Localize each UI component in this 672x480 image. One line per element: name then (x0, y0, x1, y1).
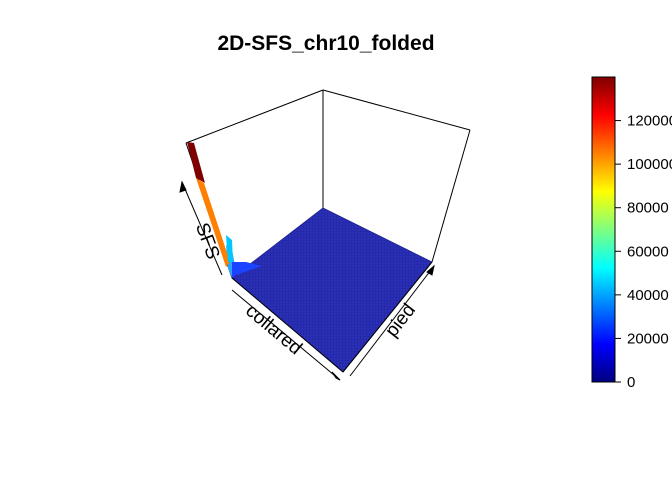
surface-spike-dark (187, 142, 205, 183)
surface (187, 142, 433, 373)
surface-spike-edge (226, 235, 233, 262)
chart-title: 2D-SFS_chr10_folded (217, 32, 434, 55)
z-axis-label: SFS (191, 220, 223, 262)
colorbar-scale (591, 76, 616, 383)
colorbar-ticks: 0 20000 40000 60000 80000 100000 120000 (615, 113, 672, 391)
colorbar-tick-label: 80000 (627, 200, 669, 217)
surface-floor (231, 207, 433, 373)
box-edge (342, 261, 433, 373)
box-edge (185, 89, 324, 144)
surface-spike-blue (232, 262, 262, 278)
z-axis-arrow (181, 181, 223, 276)
box-edge (322, 89, 471, 131)
surface-spike-orange (196, 178, 230, 267)
x-axis-arrow (231, 289, 341, 381)
colorbar: 0 20000 40000 60000 80000 100000 120000 (591, 76, 672, 391)
z-axis-arrowhead (179, 180, 187, 193)
box-edge (431, 129, 471, 263)
colorbar-tick-label: 60000 (627, 243, 669, 260)
x-axis-arrowhead (331, 371, 341, 381)
box-edge (231, 277, 344, 373)
plot-box-front (231, 261, 433, 373)
y-axis-arrowhead (426, 264, 435, 276)
colorbar-tick-label: 20000 (627, 330, 669, 347)
colorbar-tick-label: 120000 (627, 113, 672, 130)
colorbar-tick-label: 40000 (627, 287, 669, 304)
colorbar-tick-label: 0 (627, 374, 635, 391)
y-axis-arrow (349, 265, 435, 377)
colorbar-tick-label: 100000 (627, 156, 672, 173)
axis-arrows (179, 180, 435, 381)
